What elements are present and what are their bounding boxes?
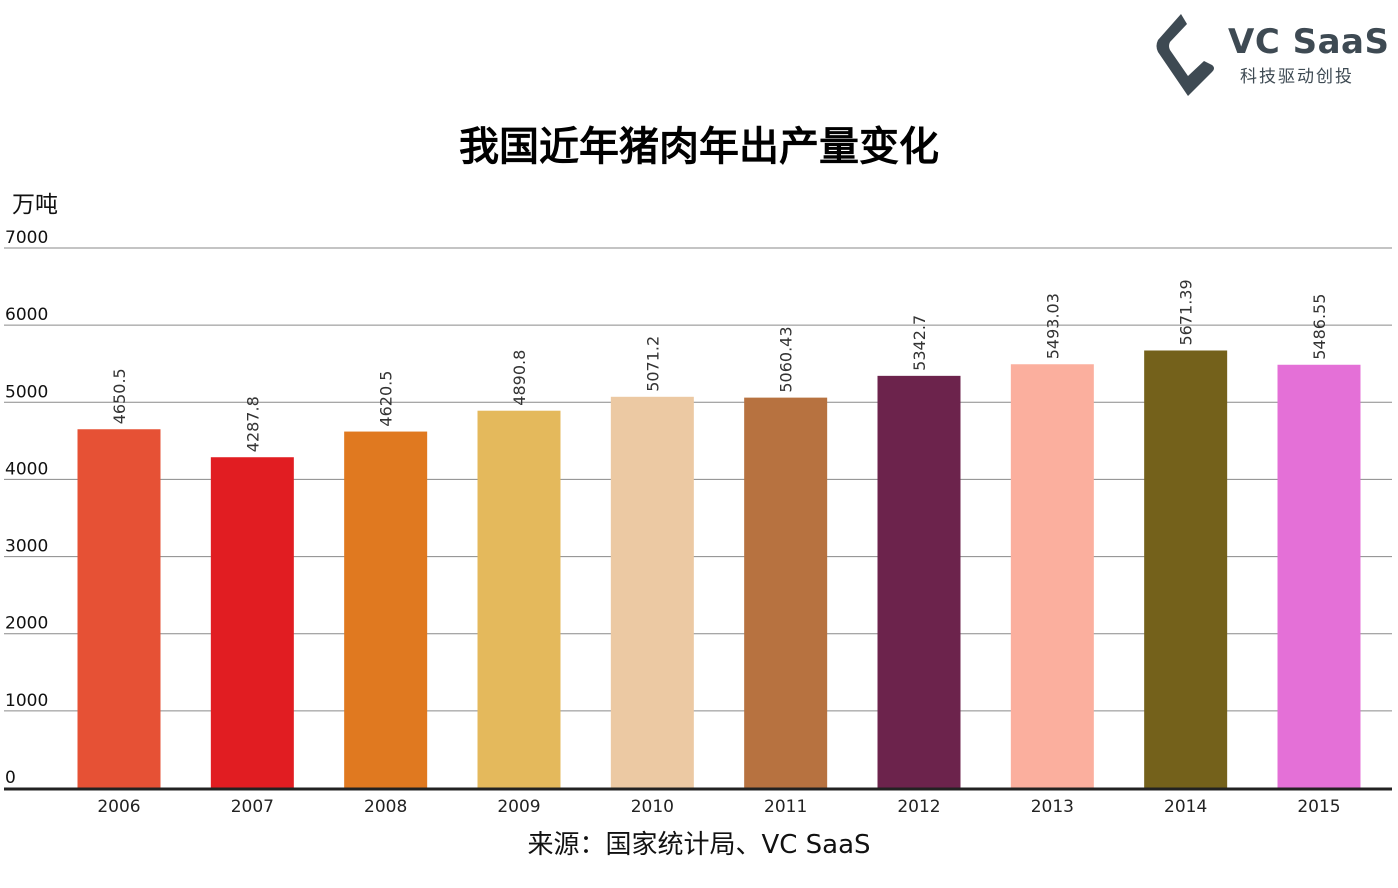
chart-title: 我国近年猪肉年出产量变化 [459,124,939,170]
source-note: 来源：国家统计局、VC SaaS [527,830,871,860]
y-tick-label: 5000 [5,382,48,402]
y-tick-label: 2000 [5,614,48,634]
x-tick-label: 2007 [231,797,274,817]
bar [210,457,294,788]
bar [744,397,828,788]
x-tick-label: 2013 [1031,797,1074,817]
x-tick-label: 2012 [897,797,940,817]
y-tick-label: 7000 [5,228,48,248]
y-tick-label: 4000 [5,459,48,479]
y-tick-label: 1000 [5,691,48,711]
value-label: 5342.7 [910,315,929,371]
y-tick-label: 3000 [5,537,48,557]
x-tick-label: 2014 [1164,797,1207,817]
x-tick-label: 2009 [497,797,540,817]
x-tick-label: 2008 [364,797,407,817]
x-tick-label: 2011 [764,797,807,817]
logo-mark-shape [1156,14,1214,96]
bar [477,410,561,788]
x-tick-label: 2015 [1297,797,1340,817]
brand-logo: VC SaaS 科技驱动创投 [1154,10,1389,102]
bar [877,375,961,788]
logo-name: VC SaaS [1228,22,1390,62]
value-label: 4620.5 [377,371,396,427]
bar [1277,364,1361,788]
y-tick-label: 0 [5,768,16,788]
logo-mark-icon [1156,14,1214,96]
x-tick-label: 2010 [631,797,674,817]
bar [610,396,694,788]
bar [77,429,161,788]
value-label: 4287.8 [243,396,262,452]
bar [344,431,428,788]
value-label: 5060.43 [777,326,796,392]
bar [1010,364,1094,788]
y-axis-unit-label: 万吨 [12,192,58,218]
logo-tagline: 科技驱动创投 [1240,67,1354,87]
bar [1144,350,1228,788]
y-tick-label: 6000 [5,305,48,325]
value-label: 5071.2 [643,336,662,392]
value-label: 5486.55 [1310,294,1329,360]
value-label: 4890.8 [510,350,529,406]
value-label: 4650.5 [110,368,129,424]
value-label: 5671.39 [1177,279,1196,345]
x-tick-label: 2006 [97,797,140,817]
value-label: 5493.03 [1043,293,1062,359]
